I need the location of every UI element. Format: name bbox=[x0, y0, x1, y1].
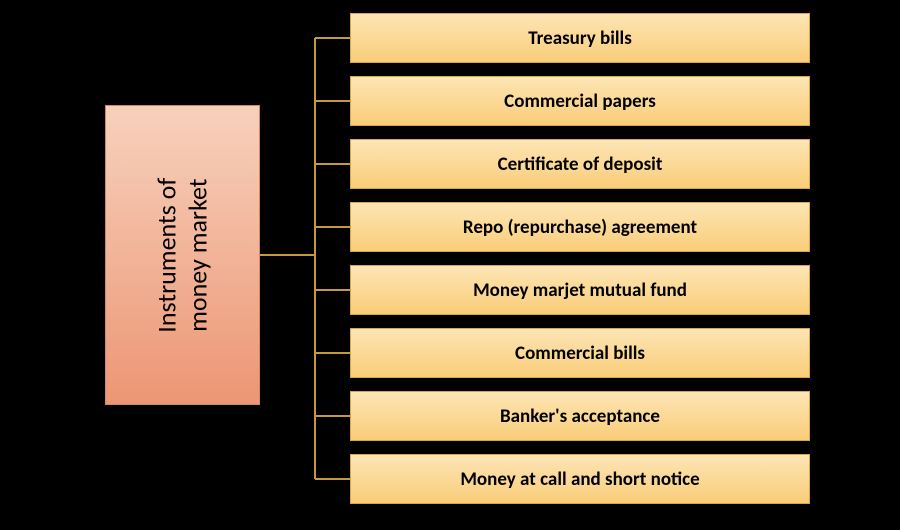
root-node: Instruments ofmoney market bbox=[105, 105, 260, 405]
item-label: Commercial papers bbox=[504, 90, 656, 113]
item-label: Banker's acceptance bbox=[500, 405, 660, 428]
item-label: Commercial bills bbox=[515, 342, 645, 365]
root-label: Instruments ofmoney market bbox=[151, 177, 213, 332]
item-node: Commercial papers bbox=[350, 76, 810, 126]
item-node: Money at call and short notice bbox=[350, 454, 810, 504]
item-node: Certificate of deposit bbox=[350, 139, 810, 189]
item-node: Treasury bills bbox=[350, 13, 810, 63]
item-node: Commercial bills bbox=[350, 328, 810, 378]
item-label: Treasury bills bbox=[528, 27, 632, 50]
item-label: Money at call and short notice bbox=[460, 468, 699, 491]
item-node: Banker's acceptance bbox=[350, 391, 810, 441]
item-label: Certificate of deposit bbox=[498, 153, 663, 176]
item-node: Money marjet mutual fund bbox=[350, 265, 810, 315]
item-node: Repo (repurchase) agreement bbox=[350, 202, 810, 252]
item-label: Repo (repurchase) agreement bbox=[463, 216, 697, 239]
item-label: Money marjet mutual fund bbox=[473, 279, 687, 302]
